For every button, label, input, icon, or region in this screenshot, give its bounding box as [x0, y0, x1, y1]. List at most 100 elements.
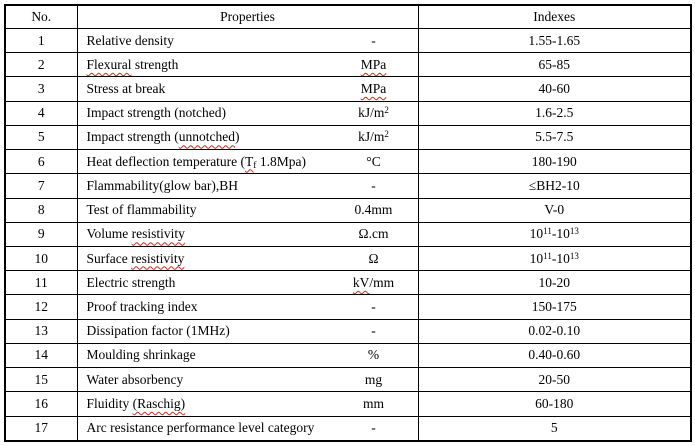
table-row: 16 Fluidity (Raschig) mm 60-180 — [4, 391, 692, 417]
property-cell: Stress at break MPa — [76, 76, 419, 102]
text-segment: mg — [364, 371, 383, 387]
text-segment: kJ/m — [358, 129, 385, 145]
row-number-cell: 5 — [4, 124, 78, 151]
property-unit: mm — [338, 396, 410, 412]
text-segment: Stress at break — [86, 81, 166, 97]
row-number-cell: 17 — [4, 415, 78, 442]
property-name: Relative density — [78, 33, 338, 49]
row-number-cell: 9 — [4, 221, 78, 247]
row-number-cell: 11 — [4, 270, 78, 296]
table-row: 3 Stress at break MPa 40-60 — [4, 76, 692, 102]
property-name: Flexural strength — [78, 57, 338, 73]
text-segment: Fluidity — [86, 395, 133, 411]
row-number-cell: 6 — [4, 149, 78, 175]
property-name: Water absorbency — [78, 372, 338, 388]
table-row: 12 Proof tracking index - 150-175 — [4, 294, 692, 320]
text-segment: Ω.cm — [358, 226, 389, 242]
index-value-cell: 1011-1013 — [417, 221, 692, 247]
property-unit: kV/mm — [338, 275, 410, 291]
text-segment: kV — [352, 274, 370, 290]
property-unit: - — [338, 299, 410, 315]
table-row: 7 Flammability(glow bar),BH - ≤BH2-10 — [4, 173, 692, 199]
property-cell: Flammability(glow bar),BH - — [76, 173, 419, 199]
index-value-cell: 0.40-0.60 — [417, 342, 692, 369]
row-number-cell: 14 — [4, 342, 78, 369]
text-segment: -10 — [551, 226, 570, 242]
property-layout: Relative density - — [78, 33, 417, 49]
text-segment: unnotched — [178, 129, 235, 145]
property-unit: mg — [338, 372, 410, 388]
text-segment: 180-190 — [531, 153, 577, 169]
property-unit: Ω — [338, 251, 410, 267]
text-segment: Heat deflection temperature ( — [86, 153, 246, 169]
index-value-cell: V-0 — [417, 197, 692, 223]
header-no: No. — [4, 4, 78, 29]
text-segment: Flammability(glow bar),BH — [86, 177, 238, 193]
index-value-cell: 0.02-0.10 — [417, 318, 692, 344]
header-indexes: Indexes — [417, 4, 692, 29]
index-value-cell: ≤BH2-10 — [417, 173, 692, 199]
text-segment: 150-175 — [531, 299, 577, 315]
text-segment: - — [371, 177, 376, 193]
text-segment: 2 — [384, 129, 389, 140]
index-value-cell: 5.5-7.5 — [417, 124, 692, 151]
property-layout: Fluidity (Raschig) mm — [78, 396, 417, 412]
text-segment: resistivity — [131, 226, 185, 242]
property-name: Impact strength (notched) — [78, 105, 338, 121]
row-number-cell: 1 — [4, 27, 78, 54]
property-layout: Dissipation factor (1MHz) - — [78, 323, 417, 339]
row-number-cell: 4 — [4, 100, 78, 126]
property-cell: Flexural strength MPa — [76, 52, 419, 78]
property-cell: Fluidity (Raschig) mm — [76, 391, 419, 417]
property-unit: kJ/m2 — [338, 129, 410, 145]
text-segment: - — [371, 323, 376, 339]
text-segment: Relative density — [86, 32, 174, 48]
property-cell: Arc resistance performance level categor… — [76, 415, 419, 442]
text-segment: 1.8Mpa) — [256, 153, 306, 169]
text-segment: /mm — [369, 274, 395, 290]
row-number-cell: 2 — [4, 52, 78, 78]
table-row: 1 Relative density - 1.55-1.65 — [4, 27, 692, 54]
property-name: Dissipation factor (1MHz) — [78, 323, 338, 339]
property-unit: - — [338, 323, 410, 339]
property-cell: Dissipation factor (1MHz) - — [76, 318, 419, 344]
property-name: Volume resistivity — [78, 226, 338, 242]
text-segment: kJ/m — [358, 105, 385, 121]
property-layout: Water absorbency mg — [78, 372, 417, 388]
property-cell: Impact strength (unnotched) kJ/m2 — [76, 124, 419, 151]
text-segment: 13 — [569, 250, 579, 261]
property-unit: MPa — [338, 57, 410, 73]
text-segment: Electric strength — [86, 274, 176, 290]
text-segment: Proof tracking index — [86, 299, 198, 315]
table-row: 8 Test of flammability 0.4mm V-0 — [4, 197, 692, 223]
text-segment: 0.4mm — [354, 202, 393, 218]
property-cell: Electric strength kV/mm — [76, 270, 419, 296]
text-segment: % — [367, 347, 380, 363]
text-segment: strength — [131, 56, 179, 72]
row-number-cell: 15 — [4, 367, 78, 393]
text-segment: 1.6-2.5 — [535, 105, 574, 121]
header-properties: Properties — [76, 4, 419, 29]
property-layout: Test of flammability 0.4mm — [78, 202, 417, 218]
text-segment: 10-20 — [538, 274, 571, 290]
text-segment: Water absorbency — [86, 371, 184, 387]
text-segment: mm — [362, 395, 384, 411]
text-segment: Moulding shrinkage — [86, 347, 196, 363]
text-segment: resistivity — [131, 250, 185, 266]
index-value-cell: 60-180 — [417, 391, 692, 417]
text-segment: 1.55-1.65 — [528, 32, 581, 48]
text-segment: °C — [366, 153, 381, 169]
property-unit: - — [338, 33, 410, 49]
property-name: Electric strength — [78, 275, 338, 291]
index-value-cell: 180-190 — [417, 149, 692, 175]
property-layout: Surface resistivity Ω — [78, 250, 417, 267]
table-row: 15 Water absorbency mg 20-50 — [4, 367, 692, 393]
property-layout: Heat deflection temperature (Tf 1.8Mpa) °… — [78, 153, 417, 171]
property-cell: Moulding shrinkage% — [76, 342, 419, 369]
index-value-cell: 1011-1013 — [417, 245, 692, 272]
property-unit: 0.4mm — [338, 202, 410, 218]
property-name: Fluidity (Raschig) — [78, 396, 338, 412]
text-segment: MPa — [360, 81, 387, 97]
text-segment: - — [371, 299, 376, 315]
property-name: Moulding shrinkage — [78, 347, 338, 363]
